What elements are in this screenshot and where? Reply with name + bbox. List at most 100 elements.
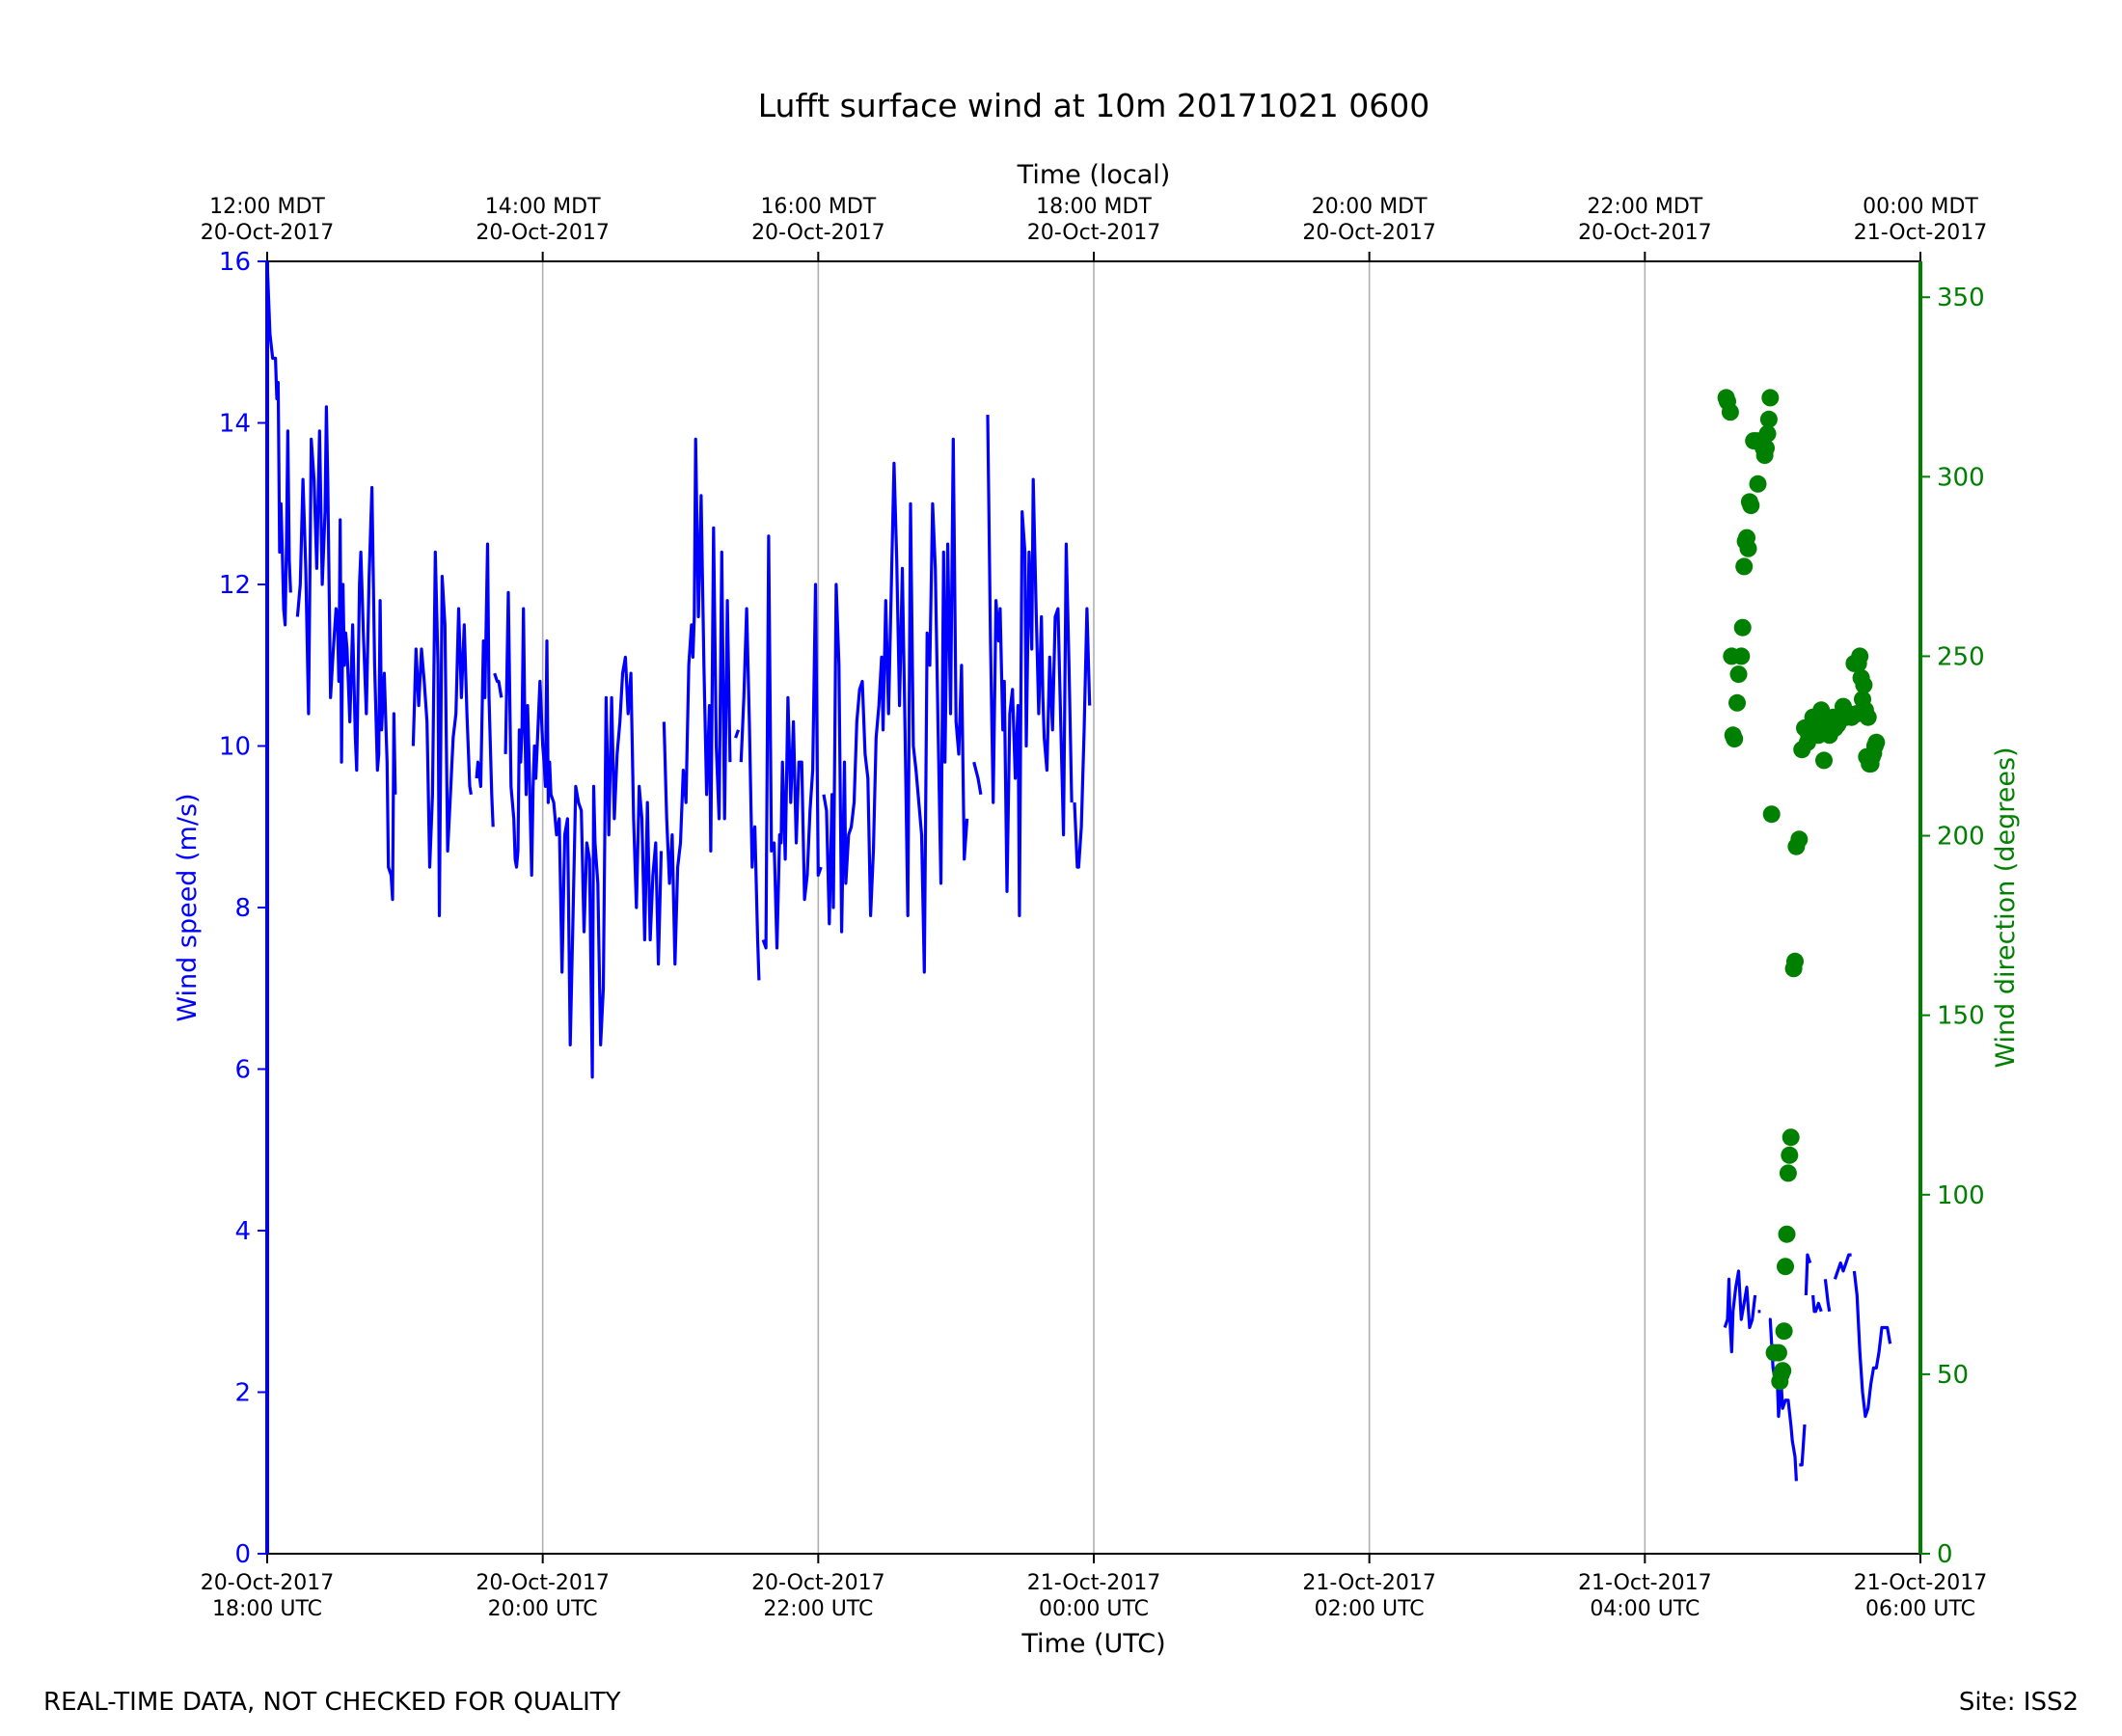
wind-speed-line-segment-14: [1723, 1269, 1757, 1354]
right-tick-label-7: 350: [1937, 284, 1985, 312]
wind-speed-line-segment-2: [411, 550, 473, 918]
wind-direction-point-13: [1739, 539, 1757, 557]
right-tick-label-5: 250: [1937, 642, 1985, 671]
bottom-tick-time-0: 18:00 UTC: [212, 1597, 322, 1621]
wind-direction-point-18: [1749, 475, 1767, 493]
top-tick-time-4: 20:00 MDT: [1312, 195, 1428, 219]
wind-speed-line-segment-1: [295, 405, 397, 902]
wind-speed-line-segment-16: [1768, 1317, 1798, 1481]
wind-direction-point-55: [1815, 751, 1833, 770]
top-tick-date-6: 21-Oct-2017: [1854, 221, 1988, 245]
bottom-tick-time-6: 06:00 UTC: [1865, 1597, 1975, 1621]
wind-direction-point-26: [1761, 389, 1780, 407]
quality-disclaimer: REAL-TIME DATA, NOT CHECKED FOR QUALITY: [43, 1688, 621, 1717]
wind-direction-point-15: [1742, 497, 1760, 515]
top-tick-time-3: 18:00 MDT: [1036, 195, 1152, 219]
right-tick-label-0: 0: [1937, 1540, 1953, 1569]
wind-direction-point-25: [1759, 410, 1778, 428]
right-tick-label-4: 200: [1937, 823, 1985, 852]
wind-speed-line-segment-11: [972, 761, 983, 796]
wind-speed-line-segment-0: [265, 260, 292, 627]
wind-direction-point-6: [1728, 693, 1746, 712]
right-tick-label-1: 50: [1937, 1361, 1969, 1390]
top-tick-date-2: 20-Oct-2017: [751, 221, 885, 245]
top-tick-time-6: 00:00 MDT: [1863, 195, 1978, 219]
left-tick-label-0: 0: [234, 1540, 251, 1569]
left-axis-label: Wind speed (m/s): [173, 793, 203, 1021]
wind-direction-point-38: [1782, 1128, 1800, 1147]
wind-direction-point-27: [1762, 805, 1781, 824]
bottom-tick-date-6: 21-Oct-2017: [1854, 1571, 1988, 1595]
wind-speed-line-segment-12: [986, 415, 1074, 918]
wind-speed-line-segment-9: [761, 534, 823, 950]
wind-direction-point-9: [1733, 618, 1752, 637]
wind-direction-point-5: [1726, 730, 1744, 748]
top-tick-date-4: 20-Oct-2017: [1302, 221, 1436, 245]
wind-direction-point-83: [1867, 733, 1886, 751]
top-tick-date-1: 20-Oct-2017: [476, 221, 610, 245]
wind-speed-line-segment-19: [1811, 1294, 1823, 1314]
top-tick-time-1: 14:00 MDT: [485, 195, 601, 219]
wind-direction-point-32: [1774, 1362, 1792, 1380]
right-tick-label-3: 150: [1937, 1002, 1985, 1031]
bottom-tick-date-0: 20-Oct-2017: [201, 1571, 335, 1595]
wind-speed-line-segment-13: [1073, 607, 1092, 869]
wind-direction-point-36: [1779, 1164, 1797, 1182]
wind-speed-line-segment-3: [475, 542, 495, 827]
bottom-axis-label: Time (UTC): [1020, 1629, 1165, 1659]
wind-direction-point-37: [1781, 1146, 1799, 1164]
wind-direction-point-2: [1721, 403, 1739, 421]
bottom-tick-date-2: 20-Oct-2017: [751, 1571, 885, 1595]
top-tick-time-0: 12:00 MDT: [209, 195, 325, 219]
wind-direction-point-23: [1757, 439, 1775, 457]
right-tick-label-2: 100: [1937, 1181, 1985, 1210]
wind-speed-line-segment-5: [503, 590, 664, 1079]
left-tick-label-2: 4: [234, 1217, 251, 1246]
wind-direction-point-42: [1790, 830, 1809, 849]
wind-speed-line-segment-8: [739, 607, 761, 981]
wind-direction-point-77: [1859, 708, 1877, 726]
top-tick-date-5: 20-Oct-2017: [1578, 221, 1712, 245]
right-axis-label: Wind direction (degrees): [1991, 746, 2021, 1068]
wind-speed-line-segment-7: [734, 729, 741, 739]
top-tick-date-0: 20-Oct-2017: [201, 221, 335, 245]
wind-direction-point-40: [1786, 952, 1804, 970]
chart-title: Lufft surface wind at 10m 20171021 0600: [758, 87, 1430, 124]
top-axis-label: Time (local): [1017, 160, 1171, 190]
wind-speed-line-segment-17: [1799, 1424, 1807, 1467]
wind-speed-line-segment-21: [1833, 1253, 1852, 1280]
left-tick-label-3: 6: [234, 1056, 251, 1085]
wind-direction-point-7: [1729, 665, 1748, 684]
wind-speed-line-segment-18: [1804, 1253, 1812, 1296]
wind-speed-line-segment-10: [822, 437, 969, 974]
bottom-tick-date-1: 20-Oct-2017: [476, 1571, 610, 1595]
wind-speed-line-segment-6: [662, 437, 732, 966]
wind-direction-point-8: [1732, 647, 1751, 665]
top-tick-time-2: 16:00 MDT: [760, 195, 876, 219]
left-tick-label-4: 8: [234, 894, 251, 923]
site-label: Site: ISS2: [1958, 1688, 2079, 1717]
left-tick-label-8: 16: [219, 248, 251, 277]
wind-direction-point-24: [1758, 424, 1777, 443]
wind-speed-line-segment-22: [1852, 1270, 1892, 1419]
bottom-tick-time-4: 02:00 UTC: [1315, 1597, 1425, 1621]
right-tick-label-6: 300: [1937, 463, 1985, 492]
top-tick-date-3: 20-Oct-2017: [1027, 221, 1161, 245]
wind-direction-point-74: [1855, 676, 1873, 694]
bottom-tick-time-3: 00:00 UTC: [1039, 1597, 1149, 1621]
bottom-tick-time-2: 22:00 UTC: [763, 1597, 873, 1621]
wind-direction-point-29: [1769, 1343, 1787, 1362]
bottom-tick-time-5: 04:00 UTC: [1590, 1597, 1700, 1621]
bottom-tick-date-4: 21-Oct-2017: [1302, 1571, 1436, 1595]
left-tick-label-6: 12: [219, 571, 251, 600]
bottom-tick-date-5: 21-Oct-2017: [1578, 1571, 1712, 1595]
left-tick-label-1: 2: [234, 1379, 251, 1408]
wind-speed-line-segment-20: [1823, 1279, 1832, 1313]
wind-direction-point-34: [1777, 1258, 1794, 1276]
bottom-tick-date-3: 21-Oct-2017: [1027, 1571, 1161, 1595]
wind-speed-line-segment-4: [493, 672, 503, 698]
wind-direction-point-10: [1735, 557, 1754, 576]
wind-direction-point-33: [1775, 1322, 1793, 1341]
left-tick-label-5: 10: [219, 733, 251, 762]
